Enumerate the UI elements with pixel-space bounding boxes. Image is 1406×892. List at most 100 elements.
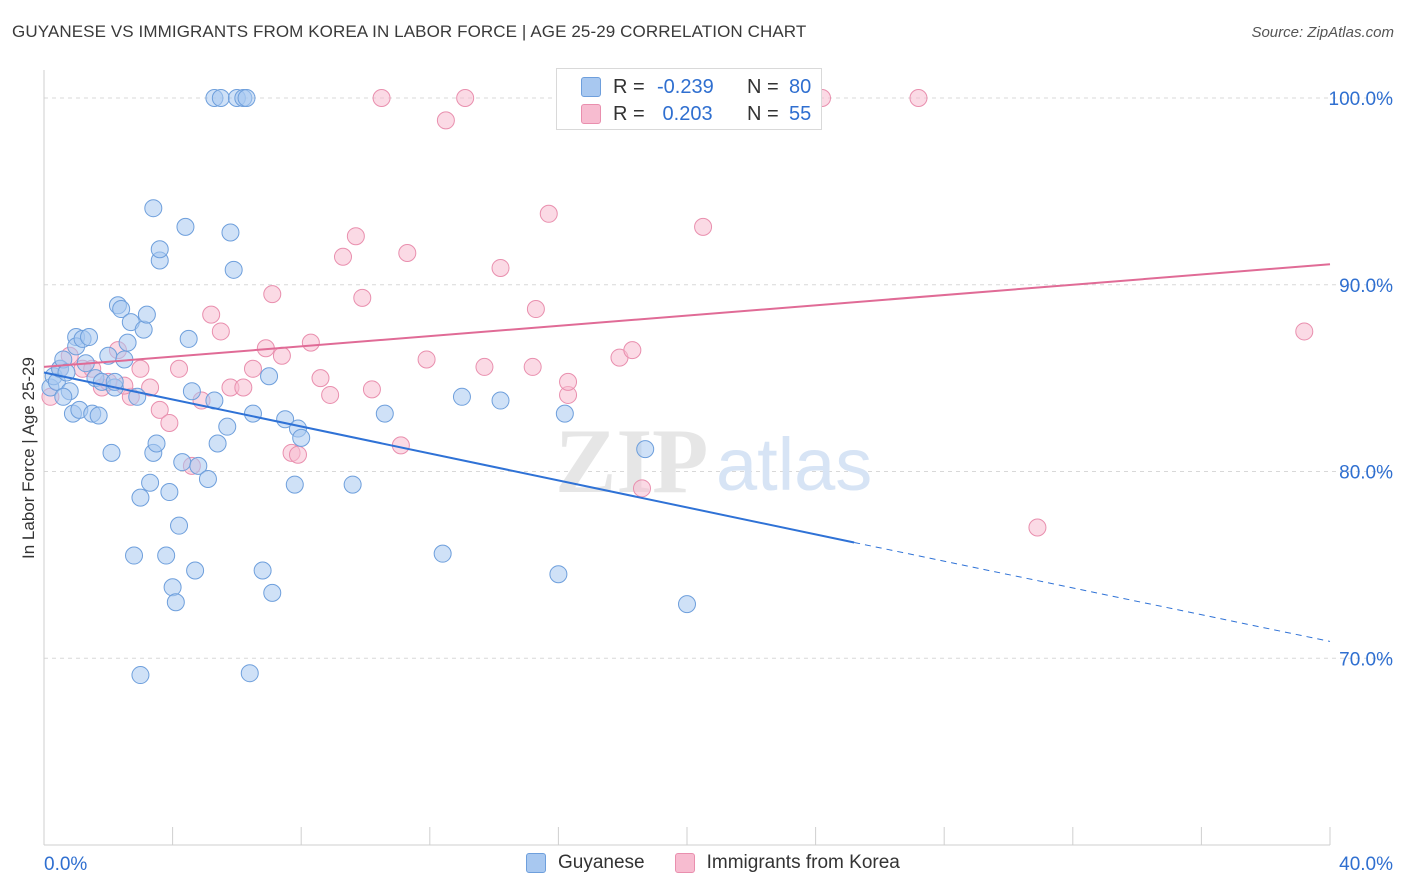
- guyanese-point: [176, 217, 195, 236]
- korea-point: [559, 372, 578, 391]
- legend-swatch-pink: [581, 104, 601, 124]
- guyanese-point: [343, 475, 362, 494]
- x-tick-label: 40.0%: [1339, 854, 1393, 875]
- y-axis-label: In Labor Force | Age 25-29: [19, 357, 38, 559]
- korea-point: [417, 350, 436, 369]
- korea-point: [632, 479, 651, 498]
- korea-point: [131, 359, 150, 378]
- gridlines: [44, 97, 1394, 659]
- legend-item-guyanese: Guyanese: [526, 852, 645, 874]
- guyanese-point: [173, 453, 192, 472]
- korea-point: [456, 89, 475, 108]
- r-label: R =: [613, 102, 645, 125]
- guyanese-point: [491, 391, 510, 410]
- guyanese-point: [211, 89, 230, 108]
- korea-point: [526, 300, 545, 319]
- guyanese-point: [157, 546, 176, 565]
- guyanese-point: [179, 329, 198, 348]
- guyanese-point: [375, 404, 394, 423]
- guyanese-point: [150, 240, 169, 259]
- korea-point: [141, 378, 160, 397]
- korea-point: [160, 413, 179, 432]
- korea-point: [301, 333, 320, 352]
- guyanese-point: [549, 565, 568, 584]
- korea-point: [263, 285, 282, 304]
- korea-trend-line: [43, 263, 1331, 368]
- guyanese-point: [186, 561, 205, 580]
- n-value: 80: [789, 75, 812, 98]
- legend-swatch-pink: [674, 853, 695, 873]
- y-tick-label: 90.0%: [1339, 276, 1393, 297]
- korea-point: [475, 357, 494, 376]
- guyanese-point: [240, 664, 259, 683]
- tick-labels: 100.0% 90.0% 80.0% 70.0% 0.0% 40.0%: [44, 89, 1393, 875]
- guyanese-point: [80, 328, 99, 347]
- series-guyanese-points: [41, 89, 696, 685]
- guyanese-point: [125, 546, 144, 565]
- guyanese-point: [160, 483, 179, 502]
- trend-lines: [43, 263, 1331, 642]
- guyanese-point: [102, 443, 121, 462]
- guyanese-point: [285, 475, 304, 494]
- guyanese-point: [166, 593, 185, 612]
- guyanese-point: [678, 595, 696, 614]
- guyanese-point: [452, 387, 471, 406]
- guyanese-point: [118, 333, 137, 352]
- guyanese-point: [144, 199, 163, 218]
- korea-point: [234, 378, 253, 397]
- legend-item-korea: Immigrants from Korea: [674, 852, 900, 874]
- series-legend: Guyanese Immigrants from Korea: [526, 852, 930, 874]
- korea-point: [272, 346, 291, 365]
- korea-point: [311, 369, 330, 388]
- guyanese-point: [221, 223, 240, 242]
- guyanese-point: [112, 300, 131, 319]
- korea-point: [491, 258, 510, 277]
- guyanese-point: [141, 473, 160, 492]
- korea-point: [211, 322, 230, 341]
- korea-point: [909, 89, 928, 108]
- guyanese-point: [170, 516, 189, 535]
- guyanese-point: [89, 406, 108, 425]
- guyanese-point: [243, 404, 262, 423]
- guyanese-point: [433, 544, 452, 563]
- korea-point: [539, 204, 558, 223]
- legend-label: Immigrants from Korea: [706, 852, 900, 873]
- korea-point: [372, 89, 391, 108]
- guyanese-point: [260, 367, 279, 386]
- watermark-atlas: atlas: [716, 423, 872, 506]
- guyanese-point: [54, 387, 73, 406]
- x-tick-label: 0.0%: [44, 854, 87, 875]
- korea-point: [436, 111, 455, 130]
- source-label: Source: ZipAtlas.com: [1251, 24, 1394, 41]
- guyanese-point: [163, 578, 182, 597]
- correlation-legend: R = -0.239 N = 80 R = 0.203 N = 55: [556, 68, 822, 130]
- korea-point: [202, 305, 221, 324]
- korea-point: [150, 400, 169, 419]
- guyanese-point: [292, 428, 311, 447]
- guyanese-point: [137, 305, 156, 324]
- guyanese-trend-line: [43, 371, 855, 544]
- korea-point: [1028, 518, 1047, 537]
- y-tick-label: 100.0%: [1329, 89, 1394, 110]
- korea-point: [170, 359, 189, 378]
- korea-point: [353, 288, 372, 307]
- legend-row-korea: R = 0.203 N = 55: [581, 102, 811, 126]
- guyanese-point: [263, 583, 282, 602]
- guyanese-point: [131, 488, 150, 507]
- korea-point: [623, 341, 642, 360]
- guyanese-trend-extension: [854, 541, 1331, 642]
- n-label: N =: [747, 75, 779, 98]
- guyanese-point: [636, 440, 655, 459]
- y-tick-label: 80.0%: [1339, 463, 1393, 484]
- legend-label: Guyanese: [558, 852, 645, 873]
- guyanese-point: [237, 89, 256, 108]
- korea-point: [523, 357, 542, 376]
- korea-point: [243, 359, 262, 378]
- axes: [43, 70, 1331, 846]
- guyanese-point: [208, 434, 227, 453]
- guyanese-point: [555, 404, 574, 423]
- guyanese-point: [189, 456, 208, 475]
- legend-swatch-blue: [581, 77, 601, 97]
- r-value: -0.239: [657, 75, 714, 98]
